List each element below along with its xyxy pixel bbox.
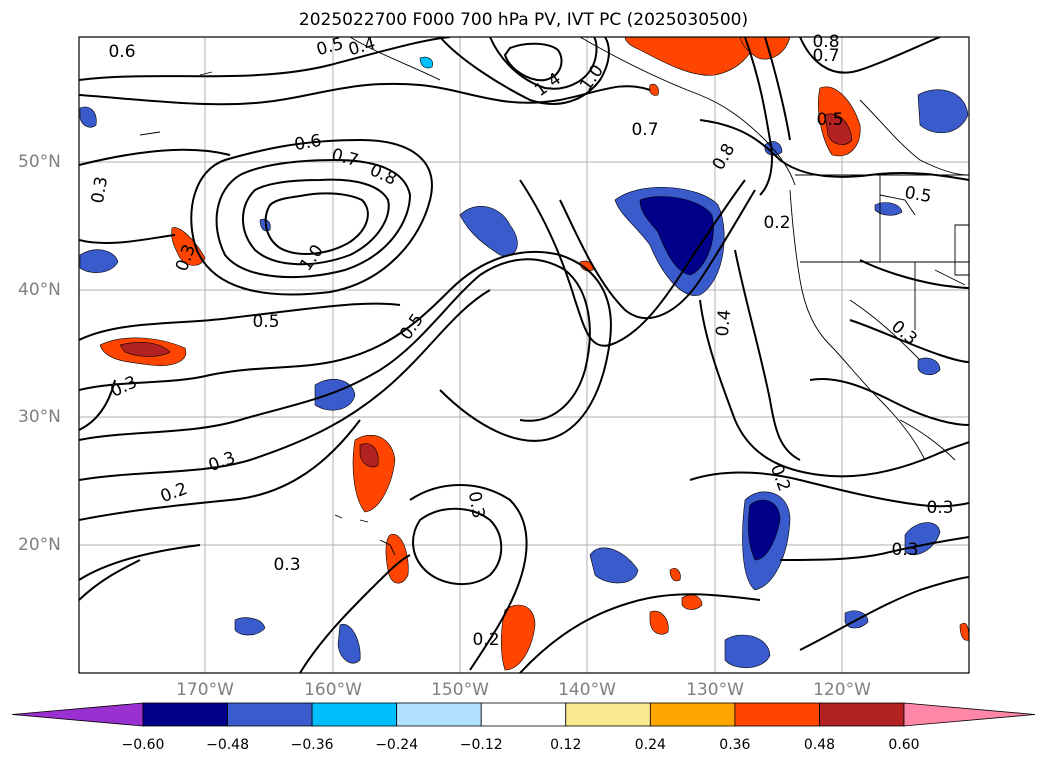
colorbar-tick-label: −0.48 bbox=[206, 737, 249, 753]
colorbar-tick-label: −0.60 bbox=[121, 737, 165, 753]
colorbar-bin bbox=[565, 702, 651, 727]
colorbar-tick-label: −0.24 bbox=[375, 737, 419, 753]
colorbar-tick-label: 0.48 bbox=[803, 737, 836, 753]
colorbar-bin bbox=[227, 702, 313, 727]
contour-label: 0.4 bbox=[712, 308, 736, 338]
colorbar-bin bbox=[819, 702, 905, 727]
colorbar-bin bbox=[311, 702, 398, 727]
contour-label: 0.2 bbox=[472, 630, 500, 650]
longitude-label: 160°W bbox=[304, 680, 362, 700]
contour-label: 0.5 bbox=[816, 110, 844, 130]
coastlines bbox=[139, 37, 969, 556]
contour-label: 0.5 bbox=[252, 312, 280, 332]
contour-label: 0.2 bbox=[763, 213, 791, 233]
longitude-label: 130°W bbox=[686, 680, 744, 700]
contour-label: 0.7 bbox=[631, 120, 659, 140]
contour-label: 0.8 bbox=[812, 32, 840, 52]
longitude-label: 120°W bbox=[813, 680, 871, 700]
latitude-label: 40°N bbox=[18, 280, 61, 300]
longitude-label: 170°W bbox=[176, 680, 234, 700]
colorbar-extension-low bbox=[11, 702, 144, 727]
colorbar bbox=[11, 702, 1036, 727]
gridlines bbox=[79, 37, 969, 673]
latitude-label: 30°N bbox=[18, 407, 61, 427]
pv-contours bbox=[79, 37, 969, 673]
colorbar-tick-label: 0.12 bbox=[550, 737, 582, 753]
contour-label: 0.3 bbox=[891, 540, 919, 560]
colorbar-tick-label: 0.60 bbox=[888, 737, 920, 753]
colorbar-tick-label: 0.24 bbox=[634, 737, 666, 753]
latitude-label: 50°N bbox=[18, 152, 61, 172]
contour-label: 0.7 bbox=[812, 46, 840, 66]
colorbar-extension-high bbox=[903, 702, 1036, 727]
colorbar-bin bbox=[396, 702, 482, 727]
negative-anomaly-patches bbox=[79, 56, 969, 668]
map-frame bbox=[78, 36, 970, 674]
colorbar-tick-label: 0.36 bbox=[719, 737, 751, 753]
colorbar-bin bbox=[734, 702, 820, 727]
colorbar-bin bbox=[649, 702, 736, 727]
longitude-label: 150°W bbox=[431, 680, 489, 700]
colorbar-bin bbox=[142, 702, 228, 727]
latitude-label: 20°N bbox=[18, 535, 61, 555]
longitude-label: 140°W bbox=[558, 680, 616, 700]
colorbar-tick-label: −0.36 bbox=[290, 737, 334, 753]
contour-label: 0.3 bbox=[926, 498, 954, 518]
positive-anomaly-patches bbox=[99, 37, 969, 671]
contour-label: 0.3 bbox=[273, 555, 301, 575]
colorbar-bin bbox=[480, 702, 567, 727]
map-title: 2025022700 F000 700 hPa PV, IVT PC (2025… bbox=[298, 10, 749, 30]
colorbar-tick-label: −0.12 bbox=[459, 737, 503, 753]
contour-label: 0.6 bbox=[108, 42, 136, 62]
